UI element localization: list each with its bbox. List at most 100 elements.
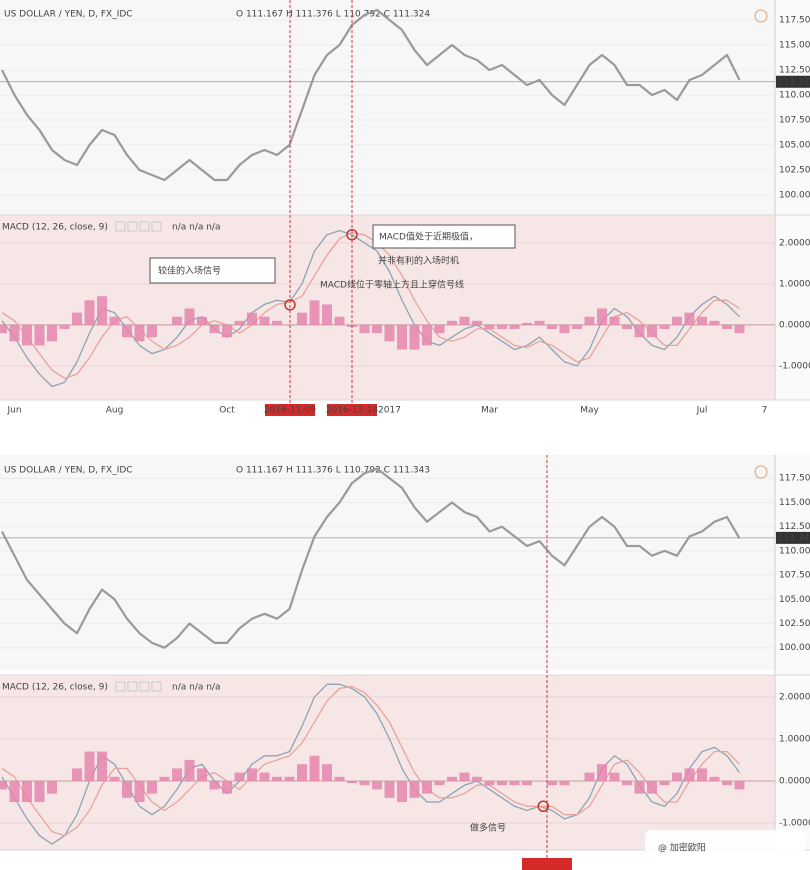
histogram-bar (259, 772, 270, 782)
histogram-bar (22, 324, 32, 346)
price-pane (0, 0, 775, 215)
histogram-bar (122, 781, 132, 798)
indicator-values: n/a n/a n/a (172, 683, 220, 693)
last-price-box (776, 531, 810, 544)
indicator-icon (139, 681, 150, 692)
histogram-bar (397, 781, 407, 803)
histogram-bar (247, 768, 257, 782)
histogram-bar (422, 781, 432, 794)
y-tick-label: 117.500 (779, 474, 810, 484)
histogram-bar (447, 320, 457, 325)
y-tick-label: 107.500 (779, 571, 810, 581)
marker-label: 2016-12-14 (326, 406, 379, 416)
marker-box (265, 404, 315, 416)
histogram-bar (234, 772, 245, 782)
y-tick-label: 110.000 (779, 546, 810, 556)
macd-line (1, 231, 740, 379)
histogram-bar (572, 781, 582, 782)
histogram-bar (222, 324, 232, 338)
histogram-bar (659, 324, 670, 330)
price-line (1, 8, 741, 182)
histogram-bar (359, 324, 370, 334)
histogram-bar (609, 316, 620, 325)
info-icon (754, 465, 768, 479)
histogram-bar (509, 781, 520, 786)
histogram-bar (584, 316, 595, 325)
histogram-bar (159, 776, 170, 782)
histogram-bar (34, 781, 45, 803)
histogram-bar (684, 312, 695, 325)
indicator-icon (127, 221, 138, 232)
histogram-bar (384, 324, 395, 342)
price-pane (0, 455, 775, 670)
histogram-bar (722, 781, 732, 786)
indicator-icon (127, 681, 138, 692)
histogram-bar (634, 324, 645, 338)
y-tick-label: 117.500 (779, 16, 810, 26)
histogram-bar (372, 781, 382, 790)
histogram-bar (122, 324, 132, 338)
last-price-label: 111.343 (778, 533, 810, 543)
axis-pane (775, 0, 810, 400)
histogram-bar (309, 755, 320, 782)
indicator-icon (115, 221, 126, 232)
y-tick-label: 102.500 (779, 619, 810, 629)
histogram-bar (84, 751, 95, 782)
indicator-values: n/a n/a n/a (172, 223, 220, 233)
ohlc-values: O 111.167 H 111.376 L 110.792 C 111.343 (236, 466, 430, 476)
histogram-bar (409, 781, 420, 798)
x-tick-label: Aug (106, 406, 124, 416)
histogram-bar (134, 324, 145, 342)
histogram-bar (497, 324, 507, 330)
histogram-bar (422, 324, 432, 346)
histogram-bar (447, 776, 457, 782)
y-tick-label: 102.500 (779, 166, 810, 176)
histogram-bar (209, 781, 220, 790)
indicator-label: MACD (12, 26, close, 9) (2, 223, 108, 233)
histogram-bar (97, 296, 107, 325)
histogram-bar (647, 781, 657, 794)
histogram-bar (559, 324, 570, 334)
histogram-bar (197, 768, 207, 782)
histogram-bar (34, 324, 45, 346)
histogram-bar (497, 781, 507, 786)
histogram-bar (709, 320, 720, 325)
y2-tick-label: 2.0000 (779, 692, 810, 702)
histogram-bar (159, 324, 170, 326)
histogram-bar (547, 324, 557, 330)
histogram-bar (547, 781, 557, 786)
histogram-bar (622, 324, 632, 330)
indicator-icon (151, 221, 162, 232)
indicator-icon (115, 681, 126, 692)
separator (0, 420, 810, 450)
histogram-bar (684, 768, 695, 782)
histogram-bar (434, 324, 445, 334)
histogram-bar (47, 781, 57, 794)
histogram-bar (272, 776, 282, 782)
x-tick-label: Oct (219, 406, 235, 416)
histogram-bar (622, 781, 632, 786)
histogram-bar (434, 781, 445, 786)
histogram-bar (459, 316, 470, 325)
histogram-bar (734, 324, 745, 334)
histogram-bar (59, 324, 70, 330)
histogram-bar (147, 324, 157, 338)
histogram-bar (97, 751, 107, 782)
histogram-bar (109, 316, 120, 325)
histogram-bar (297, 312, 307, 325)
histogram-bar (322, 764, 332, 782)
histogram-bar (472, 776, 482, 782)
histogram-bar (9, 781, 20, 803)
watermark: @ 加密欧阳 (658, 842, 706, 854)
histogram-bar (384, 781, 395, 798)
signal-circle (284, 299, 296, 311)
y2-tick-label: 2.0000 (779, 238, 810, 248)
histogram-bar (72, 312, 82, 325)
histogram-bar (484, 781, 495, 786)
histogram-bar (472, 320, 482, 325)
info-icon (754, 9, 768, 23)
marker-label: 2016-11-09 (264, 406, 317, 416)
macd-pane (0, 675, 775, 850)
histogram-bar (584, 772, 595, 782)
histogram-bar (647, 324, 657, 338)
